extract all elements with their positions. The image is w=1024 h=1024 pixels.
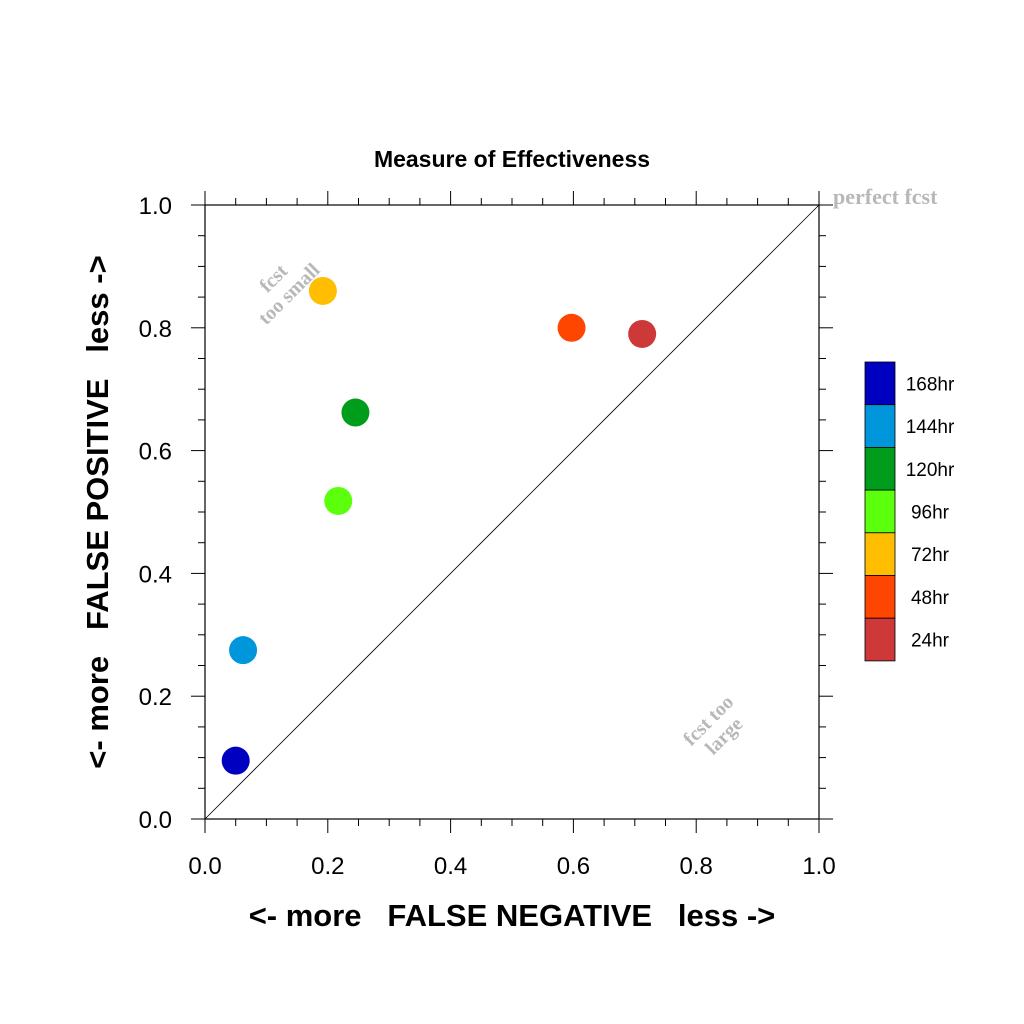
legend-swatch-120hr bbox=[864, 446, 896, 491]
point-96hr bbox=[324, 486, 353, 515]
point-48hr bbox=[557, 313, 586, 342]
y-tick-label: 1.0 bbox=[139, 193, 172, 220]
x-tick-label: 0.4 bbox=[434, 853, 467, 880]
legend-swatch-72hr bbox=[864, 532, 896, 576]
legend-label-168hr: 168hr bbox=[906, 374, 955, 395]
x-tick-label: 1.0 bbox=[802, 853, 835, 880]
legend-label-96hr: 96hr bbox=[911, 502, 950, 523]
legend-swatch-168hr bbox=[864, 361, 896, 406]
legend-label-24hr: 24hr bbox=[911, 631, 950, 652]
y-tick-label: 0.4 bbox=[139, 561, 172, 588]
tick-labels: 0.0 0.2 0.4 0.6 0.8 1.0 0.0 0.2 0.4 0.6 0.8 1.0 bbox=[139, 193, 836, 880]
legend-swatch-96hr bbox=[864, 489, 896, 534]
chart-title: Measure of Effectiveness bbox=[374, 146, 650, 172]
annotation-perfect-fcst: perfect fcst bbox=[833, 184, 938, 209]
legend-swatch-48hr bbox=[864, 575, 896, 619]
y-tick-label: 0.2 bbox=[139, 684, 172, 711]
point-120hr bbox=[341, 398, 370, 427]
x-axis-label: <- more FALSE NEGATIVE less -> bbox=[249, 898, 776, 933]
legend-swatch-24hr bbox=[864, 617, 896, 662]
y-tick-label: 0.6 bbox=[139, 439, 172, 466]
data-points bbox=[221, 276, 657, 775]
legend-label-72hr: 72hr bbox=[911, 545, 950, 566]
plot-frame bbox=[204, 204, 820, 820]
legend-label-48hr: 48hr bbox=[911, 588, 950, 609]
legend-label-120hr: 120hr bbox=[906, 460, 955, 481]
y-tick-label: 0.8 bbox=[139, 316, 172, 343]
y-tick-label: 0.0 bbox=[139, 807, 172, 834]
y-axis-label: <- more FALSE POSITIVE less -> bbox=[80, 255, 115, 768]
annotation-too-large: fcst too large bbox=[679, 691, 747, 759]
axis-ticks bbox=[191, 191, 833, 833]
x-tick-label: 0.2 bbox=[311, 853, 344, 880]
x-tick-label: 0.8 bbox=[680, 853, 713, 880]
point-72hr bbox=[308, 276, 337, 305]
legend-swatch-144hr bbox=[864, 404, 896, 448]
reference-diagonal bbox=[204, 204, 820, 820]
point-168hr bbox=[221, 746, 250, 775]
x-tick-label: 0.6 bbox=[557, 853, 590, 880]
legend-label-144hr: 144hr bbox=[906, 417, 955, 438]
legend: 168hr 144hr 120hr 96hr 72hr 48hr 24hr bbox=[864, 361, 955, 662]
point-144hr bbox=[229, 636, 258, 665]
x-tick-label: 0.0 bbox=[188, 853, 221, 880]
point-24hr bbox=[628, 319, 657, 348]
